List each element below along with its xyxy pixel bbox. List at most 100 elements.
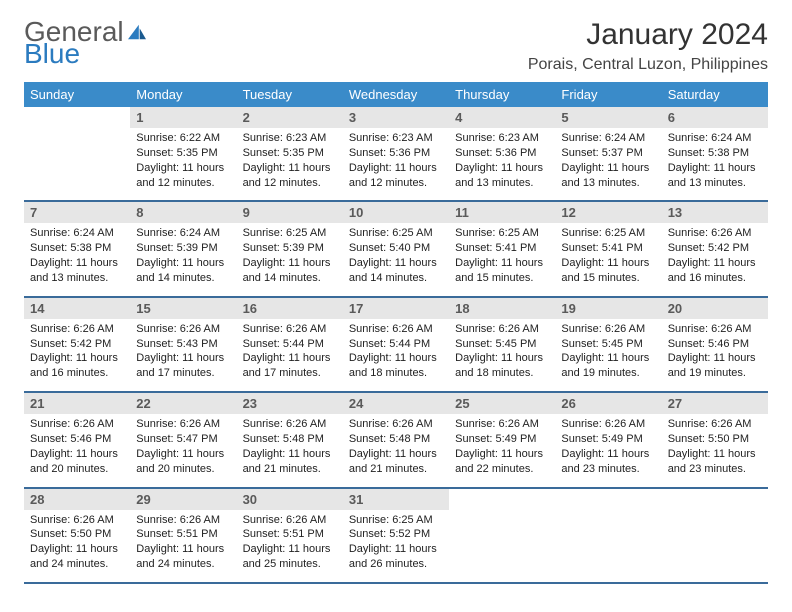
sunset-line: Sunset: 5:41 PM <box>561 241 655 256</box>
logo-sail-icon <box>126 23 148 41</box>
day-data-cell: Sunrise: 6:25 AMSunset: 5:41 PMDaylight:… <box>555 223 661 296</box>
sunrise-line: Sunrise: 6:25 AM <box>243 226 337 241</box>
sunrise-line: Sunrise: 6:23 AM <box>243 131 337 146</box>
month-title: January 2024 <box>528 18 768 52</box>
sunset-line: Sunset: 5:45 PM <box>561 337 655 352</box>
day-data-cell: Sunrise: 6:23 AMSunset: 5:35 PMDaylight:… <box>237 128 343 201</box>
sunset-line: Sunset: 5:46 PM <box>668 337 762 352</box>
daylight-line: Daylight: 11 hours and 19 minutes. <box>668 351 762 381</box>
day-number-cell: 5 <box>555 107 661 128</box>
day-number-cell <box>449 488 555 510</box>
sunrise-line: Sunrise: 6:26 AM <box>243 417 337 432</box>
day-data-cell: Sunrise: 6:26 AMSunset: 5:47 PMDaylight:… <box>130 414 236 487</box>
day-number-cell: 11 <box>449 201 555 223</box>
sunset-line: Sunset: 5:41 PM <box>455 241 549 256</box>
logo: GeneralBlue <box>24 18 148 68</box>
sunset-line: Sunset: 5:35 PM <box>243 146 337 161</box>
sunset-line: Sunset: 5:47 PM <box>136 432 230 447</box>
daylight-line: Daylight: 11 hours and 19 minutes. <box>561 351 655 381</box>
sunrise-line: Sunrise: 6:26 AM <box>136 513 230 528</box>
sunrise-line: Sunrise: 6:26 AM <box>243 322 337 337</box>
day-data-cell: Sunrise: 6:25 AMSunset: 5:40 PMDaylight:… <box>343 223 449 296</box>
day-number-cell <box>662 488 768 510</box>
daylight-line: Daylight: 11 hours and 18 minutes. <box>349 351 443 381</box>
day-number-cell: 4 <box>449 107 555 128</box>
day-number-cell: 8 <box>130 201 236 223</box>
day-data-cell: Sunrise: 6:26 AMSunset: 5:42 PMDaylight:… <box>24 319 130 392</box>
day-data-cell: Sunrise: 6:24 AMSunset: 5:39 PMDaylight:… <box>130 223 236 296</box>
day-number-row: 21222324252627 <box>24 392 768 414</box>
sunset-line: Sunset: 5:43 PM <box>136 337 230 352</box>
sunrise-line: Sunrise: 6:26 AM <box>561 417 655 432</box>
sunset-line: Sunset: 5:42 PM <box>30 337 124 352</box>
daylight-line: Daylight: 11 hours and 12 minutes. <box>136 161 230 191</box>
sunset-line: Sunset: 5:40 PM <box>349 241 443 256</box>
daylight-line: Daylight: 11 hours and 15 minutes. <box>561 256 655 286</box>
sunrise-line: Sunrise: 6:26 AM <box>349 322 443 337</box>
day-data-cell: Sunrise: 6:26 AMSunset: 5:42 PMDaylight:… <box>662 223 768 296</box>
day-number-row: 123456 <box>24 107 768 128</box>
day-data-cell: Sunrise: 6:26 AMSunset: 5:48 PMDaylight:… <box>343 414 449 487</box>
day-number-cell <box>24 107 130 128</box>
sunrise-line: Sunrise: 6:26 AM <box>455 322 549 337</box>
sunset-line: Sunset: 5:46 PM <box>30 432 124 447</box>
day-number-cell: 24 <box>343 392 449 414</box>
sunset-line: Sunset: 5:48 PM <box>349 432 443 447</box>
day-data-cell: Sunrise: 6:26 AMSunset: 5:51 PMDaylight:… <box>130 510 236 583</box>
day-data-cell: Sunrise: 6:26 AMSunset: 5:46 PMDaylight:… <box>662 319 768 392</box>
day-number-cell: 29 <box>130 488 236 510</box>
day-data-cell: Sunrise: 6:22 AMSunset: 5:35 PMDaylight:… <box>130 128 236 201</box>
day-data-cell: Sunrise: 6:25 AMSunset: 5:41 PMDaylight:… <box>449 223 555 296</box>
daylight-line: Daylight: 11 hours and 13 minutes. <box>30 256 124 286</box>
sunset-line: Sunset: 5:39 PM <box>136 241 230 256</box>
daylight-line: Daylight: 11 hours and 21 minutes. <box>243 447 337 477</box>
day-data-cell: Sunrise: 6:25 AMSunset: 5:52 PMDaylight:… <box>343 510 449 583</box>
daylight-line: Daylight: 11 hours and 24 minutes. <box>30 542 124 572</box>
daylight-line: Daylight: 11 hours and 12 minutes. <box>243 161 337 191</box>
day-number-cell: 18 <box>449 297 555 319</box>
sunrise-line: Sunrise: 6:26 AM <box>668 417 762 432</box>
sunset-line: Sunset: 5:52 PM <box>349 527 443 542</box>
day-number-row: 78910111213 <box>24 201 768 223</box>
sunrise-line: Sunrise: 6:26 AM <box>668 322 762 337</box>
sunset-line: Sunset: 5:50 PM <box>668 432 762 447</box>
day-data-cell: Sunrise: 6:26 AMSunset: 5:46 PMDaylight:… <box>24 414 130 487</box>
day-data-cell: Sunrise: 6:26 AMSunset: 5:44 PMDaylight:… <box>237 319 343 392</box>
day-data-cell: Sunrise: 6:26 AMSunset: 5:50 PMDaylight:… <box>662 414 768 487</box>
day-number-cell: 16 <box>237 297 343 319</box>
daylight-line: Daylight: 11 hours and 25 minutes. <box>243 542 337 572</box>
daylight-line: Daylight: 11 hours and 12 minutes. <box>349 161 443 191</box>
day-number-cell: 12 <box>555 201 661 223</box>
day-number-cell: 15 <box>130 297 236 319</box>
sunrise-line: Sunrise: 6:26 AM <box>668 226 762 241</box>
daylight-line: Daylight: 11 hours and 24 minutes. <box>136 542 230 572</box>
sunset-line: Sunset: 5:39 PM <box>243 241 337 256</box>
sunset-line: Sunset: 5:38 PM <box>668 146 762 161</box>
sunset-line: Sunset: 5:37 PM <box>561 146 655 161</box>
day-data-cell <box>662 510 768 583</box>
day-data-cell: Sunrise: 6:23 AMSunset: 5:36 PMDaylight:… <box>343 128 449 201</box>
day-data-cell: Sunrise: 6:26 AMSunset: 5:44 PMDaylight:… <box>343 319 449 392</box>
day-number-row: 28293031 <box>24 488 768 510</box>
day-data-cell: Sunrise: 6:26 AMSunset: 5:45 PMDaylight:… <box>449 319 555 392</box>
day-number-cell: 21 <box>24 392 130 414</box>
daylight-line: Daylight: 11 hours and 21 minutes. <box>349 447 443 477</box>
header: GeneralBlue January 2024 Porais, Central… <box>24 18 768 74</box>
daylight-line: Daylight: 11 hours and 26 minutes. <box>349 542 443 572</box>
sunrise-line: Sunrise: 6:24 AM <box>30 226 124 241</box>
daylight-line: Daylight: 11 hours and 14 minutes. <box>243 256 337 286</box>
day-number-cell: 2 <box>237 107 343 128</box>
day-data-cell: Sunrise: 6:26 AMSunset: 5:45 PMDaylight:… <box>555 319 661 392</box>
day-data-cell: Sunrise: 6:26 AMSunset: 5:48 PMDaylight:… <box>237 414 343 487</box>
sunrise-line: Sunrise: 6:24 AM <box>561 131 655 146</box>
day-number-cell: 20 <box>662 297 768 319</box>
day-data-cell: Sunrise: 6:23 AMSunset: 5:36 PMDaylight:… <box>449 128 555 201</box>
day-data-cell: Sunrise: 6:24 AMSunset: 5:38 PMDaylight:… <box>662 128 768 201</box>
day-number-cell: 9 <box>237 201 343 223</box>
location: Porais, Central Luzon, Philippines <box>528 56 768 74</box>
day-data-cell <box>24 128 130 201</box>
sunset-line: Sunset: 5:51 PM <box>136 527 230 542</box>
day-data-cell: Sunrise: 6:26 AMSunset: 5:43 PMDaylight:… <box>130 319 236 392</box>
weekday-header: Saturday <box>662 82 768 107</box>
daylight-line: Daylight: 11 hours and 13 minutes. <box>455 161 549 191</box>
